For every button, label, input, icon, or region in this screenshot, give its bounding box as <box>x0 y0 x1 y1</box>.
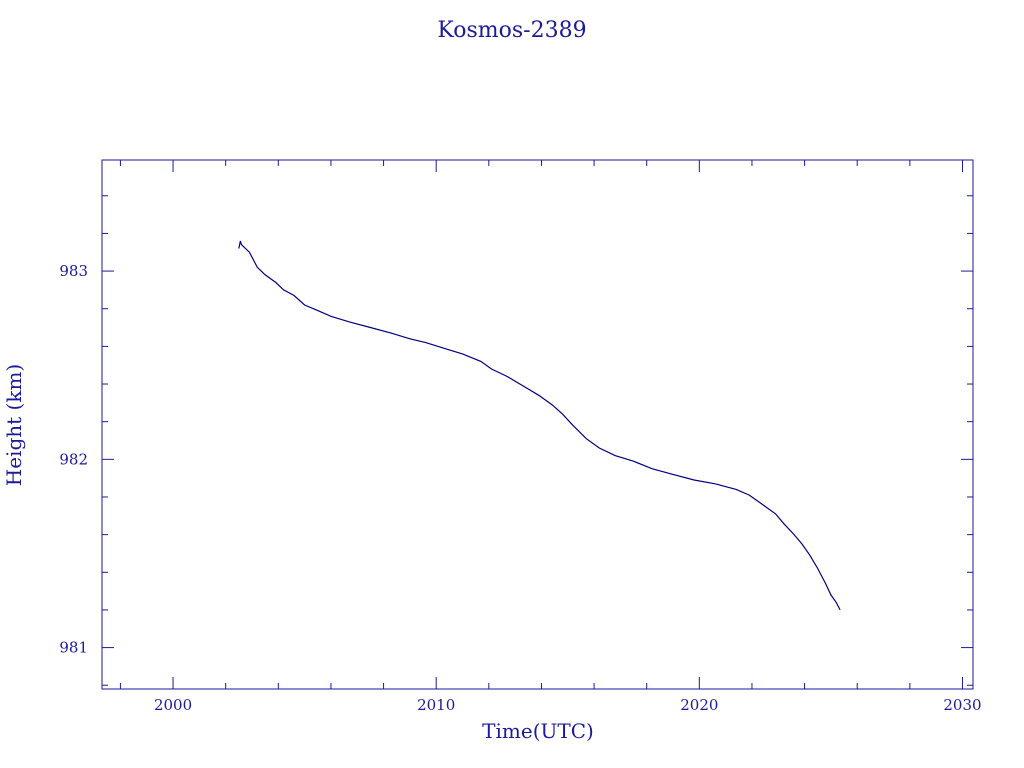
y-tick-label: 982 <box>59 450 88 468</box>
x-tick-label: 2010 <box>417 696 455 714</box>
axis-tick-labels: 2000 2010 2020 2030 981 982 983 <box>59 262 981 714</box>
axis-ticks <box>102 160 973 689</box>
x-tick-label: 2030 <box>943 696 981 714</box>
plot-frame <box>101 159 974 690</box>
y-axis-label: Height (km) <box>2 364 26 486</box>
x-tick-label: 2000 <box>154 696 192 714</box>
chart-title: Kosmos-2389 <box>437 18 586 43</box>
series-line <box>238 240 841 611</box>
y-tick-label: 981 <box>59 639 88 657</box>
x-tick-label: 2020 <box>680 696 718 714</box>
x-axis-label: Time(UTC) <box>482 719 594 743</box>
y-tick-label: 983 <box>59 262 88 280</box>
